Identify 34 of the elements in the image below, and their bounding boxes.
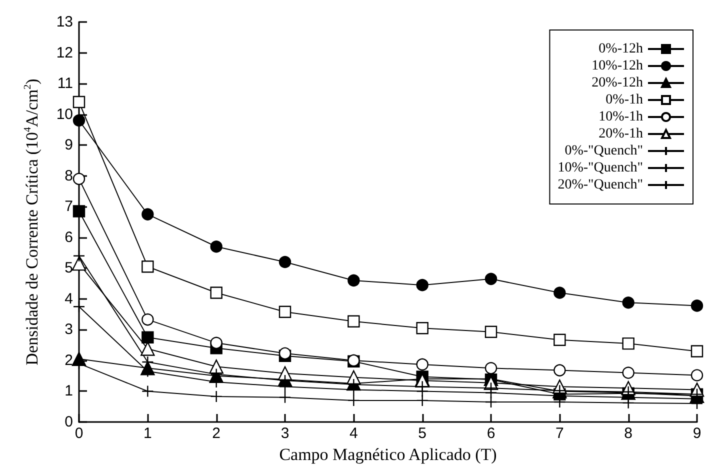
y-tick-label: 10 [56, 106, 73, 123]
y-axis-title: Densidade de Corrente Crítica (104A/cm2) [22, 78, 42, 366]
x-tick-label: 8 [624, 425, 633, 442]
x-tick-label: 9 [692, 425, 702, 442]
y-tick-label: 2 [64, 352, 73, 369]
y-tick-label: 9 [64, 136, 73, 154]
y-tick-label: 4 [64, 290, 73, 308]
legend-label: 10%-12h [592, 58, 643, 74]
y-tick-label: 0 [64, 414, 73, 430]
y-tick-label: 3 [64, 321, 73, 338]
y-tick-label: 6 [64, 228, 73, 246]
y-tick-label: 11 [57, 75, 73, 92]
x-tick-label: 3 [280, 425, 290, 442]
y-tick-label: 8 [64, 167, 73, 184]
x-tick-label: 6 [486, 425, 496, 442]
y-tick-label: 5 [64, 260, 73, 277]
x-tick-label: 2 [212, 425, 221, 442]
x-axis-title: Campo Magnético Aplicado (T) [279, 444, 497, 464]
y-tick-label: 1 [64, 382, 73, 400]
x-tick-label: 7 [555, 425, 564, 442]
x-tick-label: 4 [349, 425, 358, 442]
x-tick-label: 5 [418, 425, 427, 442]
legend-label: 0%-12h [598, 42, 643, 56]
legend-label: 10%-1h [598, 110, 643, 124]
y-tick-label: 12 [56, 44, 73, 62]
legend-label: 0%-"Quench" [564, 144, 643, 158]
x-tick-label: 1 [143, 425, 152, 442]
legend-label: 10%-"Quench" [558, 160, 643, 176]
legend-label: 20%-1h [598, 126, 643, 142]
legend-label: 20%-"Quench" [558, 178, 643, 192]
y-tick-label: 13 [56, 14, 73, 30]
legend-label: 0%-1h [606, 92, 643, 108]
y-tick-label: 7 [64, 198, 73, 216]
legend-label: 20%-12h [592, 76, 643, 90]
